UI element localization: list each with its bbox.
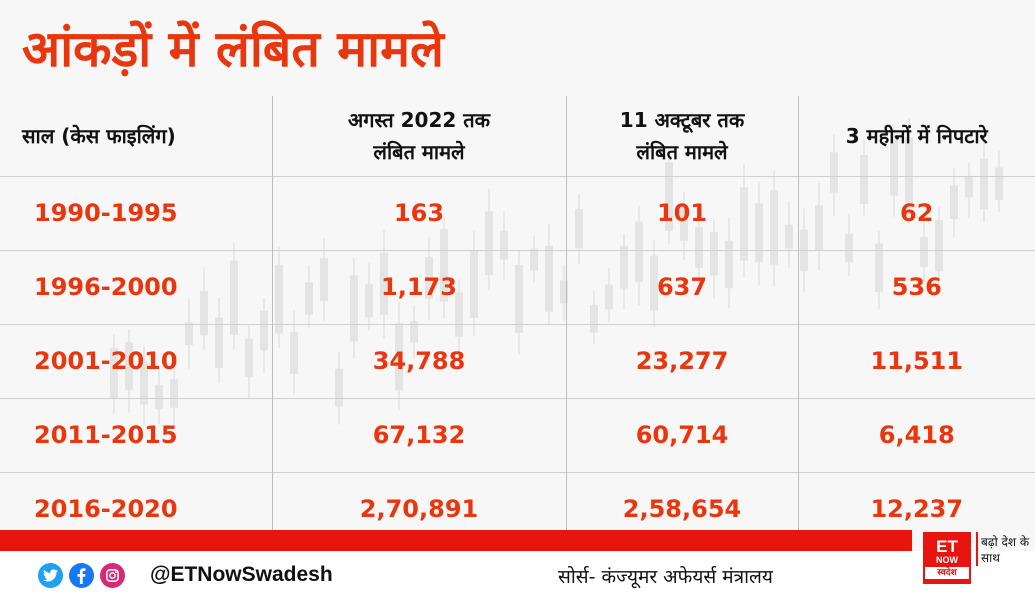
twitter-icon[interactable]: [38, 563, 63, 588]
value-cell: 536: [797, 249, 1035, 324]
value-cell: 6,418: [797, 397, 1035, 472]
table-header-row: साल (केस फाइलिंग) अगस्त 2022 तक लंबित मामल…: [0, 96, 1035, 176]
year-range-cell: 2001-2010: [0, 323, 272, 398]
value-cell: 1,173: [271, 249, 566, 324]
value-cell: 163: [271, 175, 566, 250]
table-row: 1990-1995 163 101 62: [0, 175, 1035, 250]
logo-now: NOW: [936, 554, 958, 565]
column-header-line: 3 महीनों में निपटारे: [845, 123, 988, 148]
table-row: 1996-2000 1,173 637 536: [0, 249, 1035, 324]
column-header-2: 11 अक्टूबर तक लंबित मामले: [565, 96, 798, 176]
column-header-line: अगस्त 2022 तक: [347, 107, 491, 132]
column-header-line: साल (केस फाइलिंग): [22, 123, 176, 148]
value-cell: 34,788: [271, 323, 566, 398]
value-cell: 23,277: [565, 323, 798, 398]
value-cell: 62: [797, 175, 1035, 250]
source-note: सोर्स- कंज्यूमर अफेयर्स मंत्रालय: [558, 566, 773, 588]
column-header-line: 11 अक्टूबर तक: [619, 107, 745, 132]
social-handle: @ETNowSwadesh: [150, 563, 333, 586]
column-header-line: लंबित मामले: [373, 139, 465, 164]
table-row: 2001-2010 34,788 23,277 11,511: [0, 323, 1035, 398]
footer-red-bar: [0, 530, 912, 551]
logo-box: ET NOW स्वदेश: [923, 532, 971, 584]
data-table: साल (केस फाइलिंग) अगस्त 2022 तक लंबित मामल…: [0, 96, 1035, 546]
column-header-line: लंबित मामले: [636, 139, 728, 164]
value-cell: 101: [565, 175, 798, 250]
social-icons: [38, 563, 125, 588]
logo-swadesh: स्वदेश: [925, 566, 969, 579]
table-row: 2011-2015 67,132 60,714 6,418: [0, 397, 1035, 472]
year-range-cell: 1996-2000: [0, 249, 272, 324]
year-range-cell: 1990-1995: [0, 175, 272, 250]
column-header-0: साल (केस फाइलिंग): [0, 96, 272, 176]
footer: @ETNowSwadesh सोर्स- कंज्यूमर अफेयर्स मं…: [0, 551, 1035, 600]
instagram-icon[interactable]: [100, 563, 125, 588]
value-cell: 67,132: [271, 397, 566, 472]
logo-et: ET: [936, 536, 958, 556]
year-range-cell: 2011-2015: [0, 397, 272, 472]
page-title: आंकड़ों में लंबित मामले: [22, 20, 444, 78]
column-header-3: 3 महीनों में निपटारे: [797, 96, 1035, 176]
value-cell: 637: [565, 249, 798, 324]
et-now-swadesh-logo: ET NOW स्वदेश बढ़ो देश के साथ: [923, 532, 1035, 584]
logo-tagline: बढ़ो देश के साथ: [976, 532, 1035, 566]
value-cell: 60,714: [565, 397, 798, 472]
column-header-1: अगस्त 2022 तक लंबित मामले: [271, 96, 566, 176]
value-cell: 11,511: [797, 323, 1035, 398]
facebook-icon[interactable]: [69, 563, 94, 588]
